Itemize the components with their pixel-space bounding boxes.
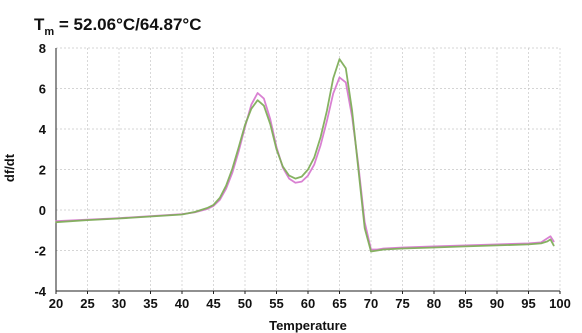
x-tick-label: 40 (175, 296, 189, 311)
y-tick-label: 8 (39, 41, 46, 56)
x-tick-label: 55 (269, 296, 283, 311)
x-tick-label: 35 (143, 296, 157, 311)
data-series (55, 58, 555, 253)
tick-labels: 20 25 30 35 40 45 50 55 60 65 70 75 80 85 90 95 100 -4 -2 0… (34, 41, 570, 311)
title-rest: = 52.06°C/64.87°C (54, 15, 201, 34)
axes (55, 48, 561, 294)
y-tick-label: 4 (39, 122, 47, 137)
x-tick-label: 100 (549, 296, 571, 311)
x-tick-label: 80 (427, 296, 441, 311)
series-line-1 (55, 76, 555, 251)
x-tick-label: 70 (364, 296, 378, 311)
x-tick-label: 90 (490, 296, 504, 311)
grid (55, 47, 561, 292)
x-tick-label: 45 (206, 296, 220, 311)
x-tick-label: 65 (332, 296, 346, 311)
title-symbol: T (34, 15, 45, 34)
x-tick-label: 95 (521, 296, 535, 311)
x-tick-label: 50 (238, 296, 252, 311)
y-tick-label: 0 (39, 203, 46, 218)
x-tick-label: 20 (49, 296, 63, 311)
x-axis-label: Temperature (269, 318, 347, 333)
x-tick-label: 60 (301, 296, 315, 311)
x-tick-label: 85 (458, 296, 472, 311)
y-tick-label: 2 (39, 163, 46, 178)
series-line-2 (55, 58, 555, 253)
chart-title: Tm = 52.06°C/64.87°C (34, 15, 202, 38)
title-subscript: m (44, 26, 54, 38)
y-tick-label: -2 (34, 244, 46, 259)
x-tick-label: 75 (395, 296, 409, 311)
x-tick-label: 30 (112, 296, 126, 311)
y-tick-label: 6 (39, 82, 46, 97)
y-axis-label: df/dt (2, 153, 17, 182)
x-tick-label: 25 (80, 296, 94, 311)
y-tick-label: -4 (34, 284, 46, 299)
